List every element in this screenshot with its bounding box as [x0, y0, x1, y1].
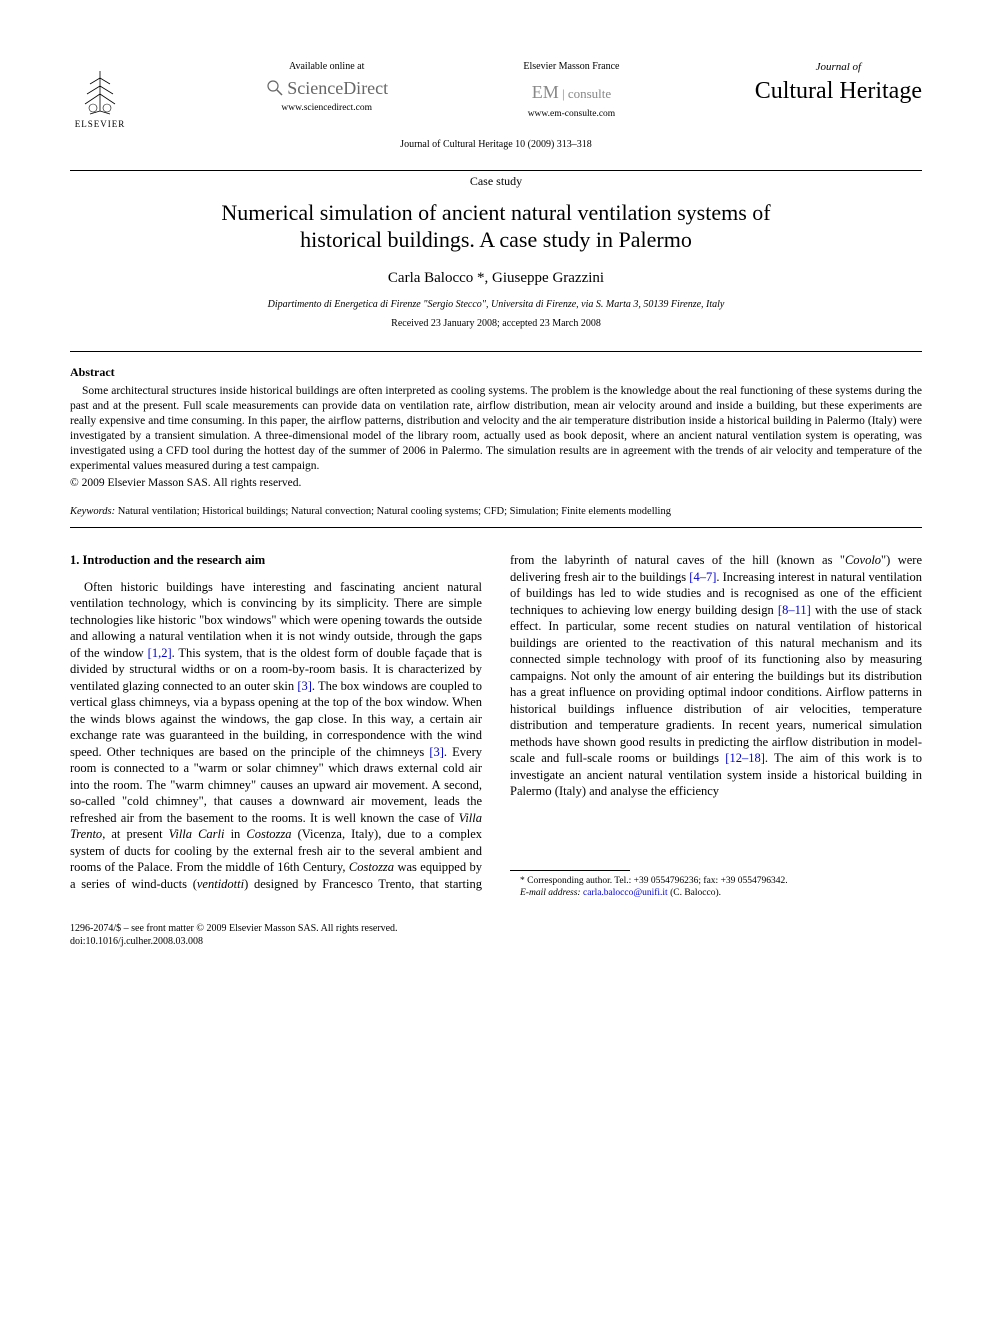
ref-link-1-2[interactable]: [1,2] — [148, 646, 172, 660]
publisher-header: ELSEVIER Available online at ScienceDire… — [70, 60, 922, 130]
body-columns: 1. Introduction and the research aim Oft… — [70, 552, 922, 899]
covolo: Covolo — [845, 553, 881, 567]
ventidotti: ventidotti — [197, 877, 244, 891]
article-dates: Received 23 January 2008; accepted 23 Ma… — [70, 317, 922, 331]
footer-doi: doi:10.1016/j.culher.2008.03.008 — [70, 935, 922, 948]
para-col2i: with the use of stack effect. In particu… — [510, 603, 922, 766]
email-line: E-mail address: carla.balocco@unifi.it (… — [510, 887, 922, 899]
journal-name: Cultural Heritage — [755, 75, 922, 107]
keywords-label: Keywords: — [70, 506, 115, 517]
footer-copyright: 1296-2074/$ – see front matter © 2009 El… — [70, 922, 922, 935]
sciencedirect-logo: ScienceDirect — [265, 76, 388, 100]
ref-link-8-11[interactable]: [8–11] — [778, 603, 811, 617]
abstract-copyright: © 2009 Elsevier Masson SAS. All rights r… — [70, 476, 922, 492]
rule-before-abstract — [70, 351, 922, 352]
footer-block: 1296-2074/$ – see front matter © 2009 El… — [70, 922, 922, 948]
email-suffix: (C. Balocco). — [670, 888, 721, 898]
ref-link-3b[interactable]: [3] — [429, 745, 444, 759]
costozza-1: Costozza — [246, 827, 291, 841]
journal-title-block: Journal of Cultural Heritage — [755, 60, 922, 107]
affiliation: Dipartimento di Energetica di Firenze "S… — [70, 298, 922, 312]
em-brand-em: EM — [532, 82, 559, 102]
em-url: www.em-consulte.com — [523, 108, 619, 121]
authors: Carla Balocco *, Giuseppe Grazzini — [70, 268, 922, 288]
corresponding-author: * Corresponding author. Tel.: +39 055479… — [510, 875, 922, 887]
citation-line: Journal of Cultural Heritage 10 (2009) 3… — [70, 138, 922, 152]
email-label: E-mail address: — [520, 888, 581, 898]
sd-brand-text: ScienceDirect — [287, 76, 388, 100]
rule-after-keywords — [70, 527, 922, 528]
sciencedirect-block: Available online at ScienceDirect www.sc… — [265, 60, 388, 115]
journal-prefix: Journal of — [755, 60, 922, 75]
elsevier-logo-block: ELSEVIER — [70, 60, 130, 130]
intro-paragraph: Often historic buildings have interestin… — [70, 552, 922, 899]
elsevier-label: ELSEVIER — [75, 118, 126, 130]
keywords-line: Keywords: Natural ventilation; Historica… — [70, 505, 922, 519]
villa-carli: Villa Carli — [169, 827, 225, 841]
article-title: Numerical simulation of ancient natural … — [70, 199, 922, 254]
email-address[interactable]: carla.balocco@unifi.it — [583, 888, 668, 898]
para-col2b: , at present — [102, 827, 168, 841]
keywords-items: Natural ventilation; Historical building… — [118, 506, 671, 517]
title-line2: historical buildings. A case study in Pa… — [300, 227, 692, 252]
em-brand-consulte: | — [559, 86, 568, 101]
sd-url: www.sciencedirect.com — [265, 102, 388, 115]
elsevier-tree-icon — [75, 66, 125, 116]
em-consulte-block: Elsevier Masson France EM | consulte www… — [523, 60, 619, 121]
footnote-block: * Corresponding author. Tel.: +39 055479… — [510, 870, 922, 900]
section-1-heading: 1. Introduction and the research aim — [70, 552, 482, 569]
em-brand-consulte-text: consulte — [568, 86, 611, 101]
ref-link-3a[interactable]: [3] — [297, 679, 312, 693]
rule-top — [70, 170, 922, 171]
footnote-rule — [510, 870, 630, 871]
em-logo: EM | consulte — [523, 80, 619, 104]
magnifier-icon — [265, 78, 285, 98]
para-col2a: from the basement to the rooms. It is we… — [138, 811, 458, 825]
title-line1: Numerical simulation of ancient natural … — [221, 200, 770, 225]
ref-link-4-7[interactable]: [4–7] — [689, 570, 716, 584]
article-type: Case study — [70, 173, 922, 189]
em-publisher-text: Elsevier Masson France — [523, 60, 619, 74]
para-col2c: in — [225, 827, 247, 841]
costozza-2: Costozza — [349, 860, 394, 874]
abstract-heading: Abstract — [70, 364, 922, 380]
sd-available-text: Available online at — [265, 60, 388, 74]
abstract-body: Some architectural structures inside his… — [70, 384, 922, 474]
ref-link-12-18[interactable]: [12–18] — [725, 751, 765, 765]
